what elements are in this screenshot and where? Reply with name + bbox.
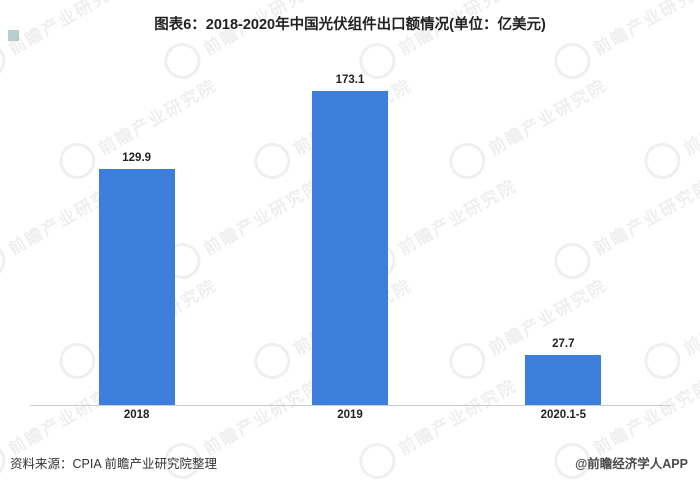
credit-label: @前瞻经济学人APP	[575, 457, 688, 471]
bar-group-2020.1-5: 27.7	[457, 60, 670, 405]
value-label: 129.9	[122, 152, 152, 165]
x-axis-labels: 2018 2019 2020.1-5	[30, 409, 670, 421]
bar-group-2019: 173.1	[243, 60, 456, 405]
x-axis-label-2020.1-5: 2020.1-5	[540, 409, 587, 421]
watermark-logo-square	[8, 30, 19, 41]
watermark-label: 前瞻产业研究院	[680, 275, 700, 359]
x-axis-label-2019: 2019	[337, 409, 363, 421]
value-label: 173.1	[335, 73, 365, 86]
chart-footer: 资料来源：CPIA 前瞻产业研究院整理 @前瞻经济学人APP	[10, 453, 688, 472]
bar-chart-plot: 129.9 173.1 27.7	[30, 60, 670, 406]
value-label: 27.7	[552, 337, 575, 350]
watermark-logo-icon	[0, 36, 12, 86]
bar-2020.1-5	[525, 354, 602, 405]
chart-title: 图表6：2018-2020年中国光伏组件出口额情况(单位：亿美元)	[154, 17, 546, 33]
watermark-label: 前瞻产业研究院	[680, 75, 700, 159]
bar-2019	[311, 90, 388, 405]
source-note: 资料来源：CPIA 前瞻产业研究院整理	[10, 457, 217, 471]
bar-group-2018: 129.9	[30, 60, 243, 405]
x-axis-label-2018: 2018	[123, 409, 150, 421]
bar-2018	[98, 169, 175, 405]
watermark-logo-icon	[0, 236, 12, 286]
